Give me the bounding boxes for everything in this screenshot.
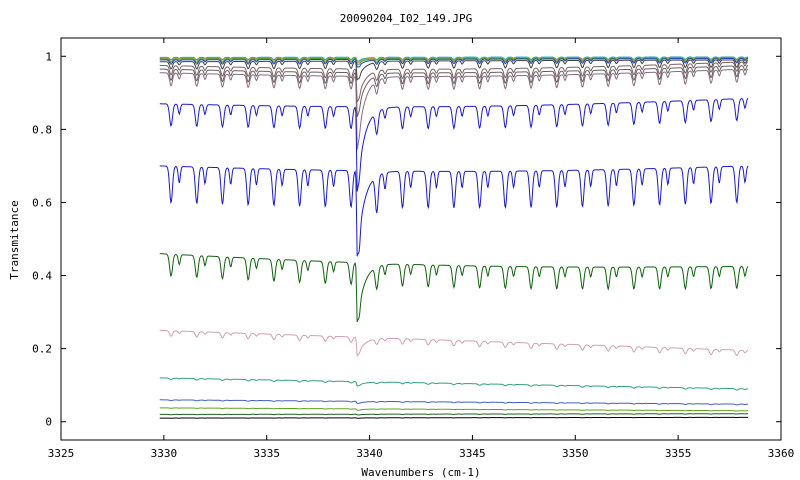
x-axis-label: Wavenumbers (cm-1)	[361, 466, 480, 479]
y-tick-label: 0.4	[32, 270, 52, 283]
x-tick-label: 3335	[253, 447, 280, 460]
y-tick-label: 1	[45, 50, 52, 63]
series-line	[159, 253, 749, 323]
x-tick-label: 3345	[459, 447, 486, 460]
series-line	[159, 68, 749, 150]
y-tick-label: 0.6	[32, 196, 52, 209]
plot-lines	[159, 56, 749, 419]
x-tick-label: 3325	[48, 447, 75, 460]
x-tick-label: 3330	[151, 447, 178, 460]
x-tick-label: 3340	[356, 447, 383, 460]
series-line	[159, 98, 749, 192]
y-axis-label: Transmitance	[8, 200, 21, 279]
y-tick-label: 0.8	[32, 123, 52, 136]
y-tick-label: 0.2	[32, 343, 52, 356]
chart-title: 20090204_I02_149.JPG	[340, 12, 472, 25]
series-line	[159, 329, 749, 357]
series-line	[159, 57, 749, 65]
y-axis: 0 0.2 0.4 0.6 0.8 1	[32, 50, 781, 429]
series-line	[159, 377, 749, 391]
series-line	[159, 59, 749, 81]
series-line	[159, 61, 749, 103]
series-line	[159, 165, 749, 257]
series-line	[159, 416, 749, 419]
series-line	[159, 57, 749, 68]
series-line	[159, 407, 749, 412]
y-tick-label: 0	[45, 416, 52, 429]
x-axis: 3325 3330 3335 3340 3345 3350 3355 3360	[48, 38, 795, 460]
series-line	[159, 413, 749, 416]
plot-frame	[60, 37, 782, 441]
x-tick-label: 3350	[562, 447, 589, 460]
series-line	[159, 64, 749, 117]
x-tick-label: 3355	[665, 447, 692, 460]
series-line	[159, 399, 749, 406]
x-tick-label: 3360	[768, 447, 795, 460]
